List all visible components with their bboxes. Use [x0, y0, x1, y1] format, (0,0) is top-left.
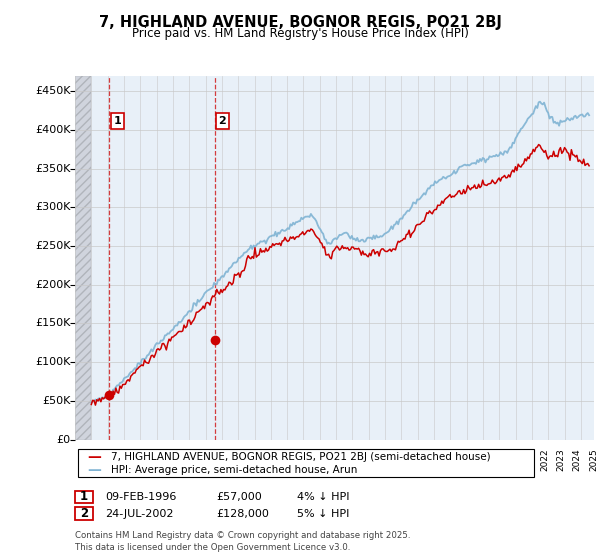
Text: £200K: £200K — [35, 279, 71, 290]
Text: 1995: 1995 — [100, 449, 109, 472]
Text: £350K: £350K — [35, 164, 71, 174]
Text: 2018: 2018 — [475, 449, 484, 472]
Text: 2: 2 — [218, 116, 226, 126]
Text: 24-JUL-2002: 24-JUL-2002 — [105, 508, 173, 519]
Text: Contains HM Land Registry data © Crown copyright and database right 2025.
This d: Contains HM Land Registry data © Crown c… — [75, 531, 410, 552]
Text: —: — — [87, 463, 101, 477]
Text: 7, HIGHLAND AVENUE, BOGNOR REGIS, PO21 2BJ: 7, HIGHLAND AVENUE, BOGNOR REGIS, PO21 2… — [98, 15, 502, 30]
Text: 2008: 2008 — [311, 449, 320, 472]
Text: 2021: 2021 — [524, 449, 533, 472]
Text: 2010: 2010 — [344, 449, 353, 472]
Text: 2019: 2019 — [491, 449, 500, 472]
Text: 2004: 2004 — [247, 449, 256, 472]
Text: 2020: 2020 — [508, 449, 517, 472]
Text: 2023: 2023 — [556, 449, 565, 472]
Text: 2006: 2006 — [279, 449, 288, 472]
Text: 2016: 2016 — [442, 449, 451, 472]
Text: 2001: 2001 — [197, 449, 206, 472]
Text: HPI: Average price, semi-detached house, Arun: HPI: Average price, semi-detached house,… — [111, 465, 358, 474]
Text: 4% ↓ HPI: 4% ↓ HPI — [297, 492, 349, 502]
Text: £400K: £400K — [35, 125, 71, 135]
Text: 2014: 2014 — [410, 449, 419, 472]
Text: 2002: 2002 — [214, 449, 223, 472]
Text: 1999: 1999 — [165, 449, 174, 472]
Text: 1998: 1998 — [148, 449, 157, 472]
Text: —: — — [87, 450, 101, 464]
Text: 2017: 2017 — [458, 449, 467, 472]
Text: £0: £0 — [57, 435, 71, 445]
Text: 5% ↓ HPI: 5% ↓ HPI — [297, 508, 349, 519]
Text: 7, HIGHLAND AVENUE, BOGNOR REGIS, PO21 2BJ (semi-detached house): 7, HIGHLAND AVENUE, BOGNOR REGIS, PO21 2… — [111, 452, 491, 461]
Text: £100K: £100K — [35, 357, 71, 367]
Text: 1994: 1994 — [83, 449, 92, 472]
Text: £450K: £450K — [35, 86, 71, 96]
Text: £128,000: £128,000 — [216, 508, 269, 519]
Text: 2000: 2000 — [181, 449, 190, 472]
Text: £57,000: £57,000 — [216, 492, 262, 502]
Text: Price paid vs. HM Land Registry's House Price Index (HPI): Price paid vs. HM Land Registry's House … — [131, 27, 469, 40]
Text: 2011: 2011 — [361, 449, 370, 472]
Text: £50K: £50K — [43, 396, 71, 406]
Text: £250K: £250K — [35, 241, 71, 251]
Text: 1: 1 — [113, 116, 121, 126]
Text: 2012: 2012 — [377, 449, 386, 472]
Text: 1997: 1997 — [132, 449, 141, 472]
Text: 2005: 2005 — [263, 449, 272, 472]
Text: 2009: 2009 — [328, 449, 337, 472]
Text: 2022: 2022 — [540, 449, 549, 472]
Text: 2025: 2025 — [589, 449, 598, 472]
Text: 2003: 2003 — [230, 449, 239, 472]
Text: 2007: 2007 — [295, 449, 304, 472]
Text: 2024: 2024 — [573, 449, 582, 472]
Text: 1996: 1996 — [116, 449, 125, 472]
Text: 09-FEB-1996: 09-FEB-1996 — [105, 492, 176, 502]
Text: 2015: 2015 — [426, 449, 435, 472]
Text: £300K: £300K — [35, 202, 71, 212]
Text: 2: 2 — [80, 507, 88, 520]
Text: 2013: 2013 — [393, 449, 402, 472]
Text: £150K: £150K — [35, 319, 71, 328]
Text: 1: 1 — [80, 490, 88, 503]
